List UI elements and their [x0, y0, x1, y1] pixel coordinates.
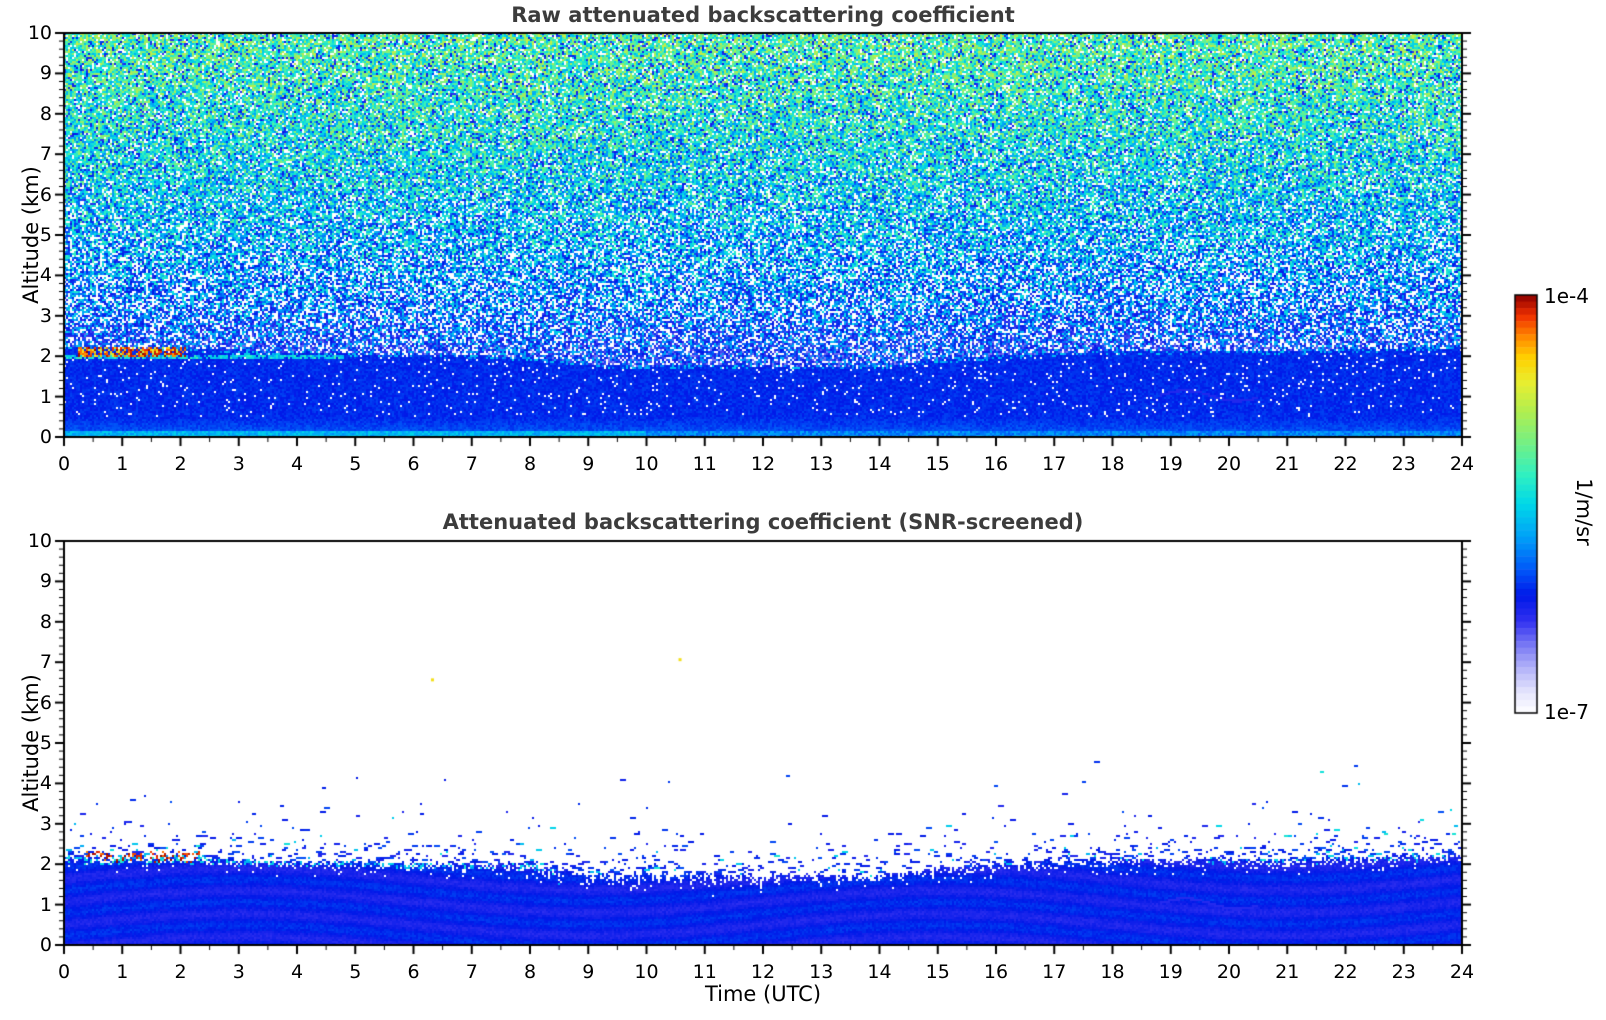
x-tick-label: 7 [465, 453, 478, 475]
x-tick-label: 10 [634, 453, 659, 475]
y-tick-label: 7 [39, 651, 52, 674]
x-tick-label: 11 [692, 961, 717, 983]
x-tick-label: 17 [1042, 961, 1067, 983]
y-tick-label: 9 [39, 62, 52, 85]
x-tick-label: 7 [465, 961, 478, 983]
x-tick-label: 8 [523, 961, 537, 983]
x-tick-label: 3 [232, 453, 245, 475]
x-tick-label: 6 [407, 961, 420, 983]
x-tick-label: 1 [116, 961, 129, 983]
x-tick-label: 18 [1100, 961, 1125, 983]
x-tick-label: 11 [692, 453, 717, 475]
x-tick-label: 10 [634, 961, 659, 983]
y-tick-label: 8 [39, 102, 52, 125]
x-tick-label: 13 [809, 961, 834, 983]
x-tick-label: 20 [1216, 453, 1242, 475]
y-tick-label: 2 [39, 345, 52, 368]
x-tick-label: 24 [1449, 453, 1475, 475]
y-tick-label: 6 [39, 183, 52, 206]
x-tick-label: 14 [867, 961, 892, 983]
colorbar-min-label: 1e-7 [1544, 700, 1589, 724]
y-tick-label: 3 [39, 812, 52, 835]
y-tick-label: 0 [39, 426, 52, 448]
x-tick-label: 12 [750, 961, 776, 983]
x-tick-label: 2 [174, 453, 187, 475]
y-tick-label: 4 [39, 772, 52, 795]
x-tick-label: 23 [1391, 453, 1416, 475]
x-tick-label: 19 [1158, 961, 1183, 983]
x-tick-label: 16 [983, 961, 1009, 983]
x-tick-label: 24 [1449, 961, 1475, 983]
x-tick-label: 21 [1275, 453, 1300, 475]
y-tick-label: 9 [39, 570, 52, 593]
x-tick-label: 17 [1042, 453, 1067, 475]
y-tick-label: 5 [39, 732, 52, 754]
x-tick-label: 18 [1100, 453, 1125, 475]
y-tick-label: 3 [39, 304, 52, 327]
x-tick-label: 4 [290, 453, 304, 475]
y-tick-label: 8 [39, 610, 52, 633]
x-tick-label: 20 [1216, 961, 1242, 983]
x-tick-label: 6 [407, 453, 420, 475]
x-tick-label: 3 [232, 961, 245, 983]
colorbar-max-label: 1e-4 [1544, 284, 1589, 308]
x-tick-label: 8 [523, 453, 537, 475]
x-tick-label: 21 [1275, 961, 1300, 983]
y-tick-label: 7 [39, 143, 52, 166]
y-tick-label: 1 [39, 893, 52, 916]
x-tick-label: 4 [290, 961, 304, 983]
y-tick-label: 0 [39, 934, 52, 956]
y-tick-label: 5 [39, 224, 52, 246]
y-tick-label: 2 [39, 853, 52, 876]
y-tick-label: 1 [39, 385, 52, 408]
x-axis-label: Time (UTC) [704, 982, 822, 1006]
x-tick-label: 13 [809, 453, 834, 475]
x-tick-label: 22 [1333, 961, 1358, 983]
x-tick-label: 0 [57, 453, 71, 475]
y-tick-label: 6 [39, 691, 52, 714]
x-tick-label: 15 [925, 961, 950, 983]
x-tick-label: 23 [1391, 961, 1416, 983]
colorbar-units-label: 1/m/sr [1572, 478, 1596, 546]
x-tick-label: 14 [867, 453, 892, 475]
x-tick-label: 12 [750, 453, 776, 475]
x-tick-label: 2 [174, 961, 187, 983]
x-tick-label: 0 [57, 961, 71, 983]
y-tick-label: 10 [27, 530, 52, 552]
x-tick-label: 15 [925, 453, 950, 475]
x-tick-label: 22 [1333, 453, 1358, 475]
x-tick-label: 5 [349, 961, 362, 983]
y-tick-label: 4 [39, 264, 52, 287]
x-tick-label: 9 [582, 961, 595, 983]
x-tick-label: 1 [116, 453, 129, 475]
x-tick-label: 9 [582, 453, 595, 475]
x-tick-label: 19 [1158, 453, 1183, 475]
x-tick-label: 5 [349, 453, 362, 475]
y-tick-label: 10 [27, 22, 52, 44]
x-tick-label: 16 [983, 453, 1009, 475]
